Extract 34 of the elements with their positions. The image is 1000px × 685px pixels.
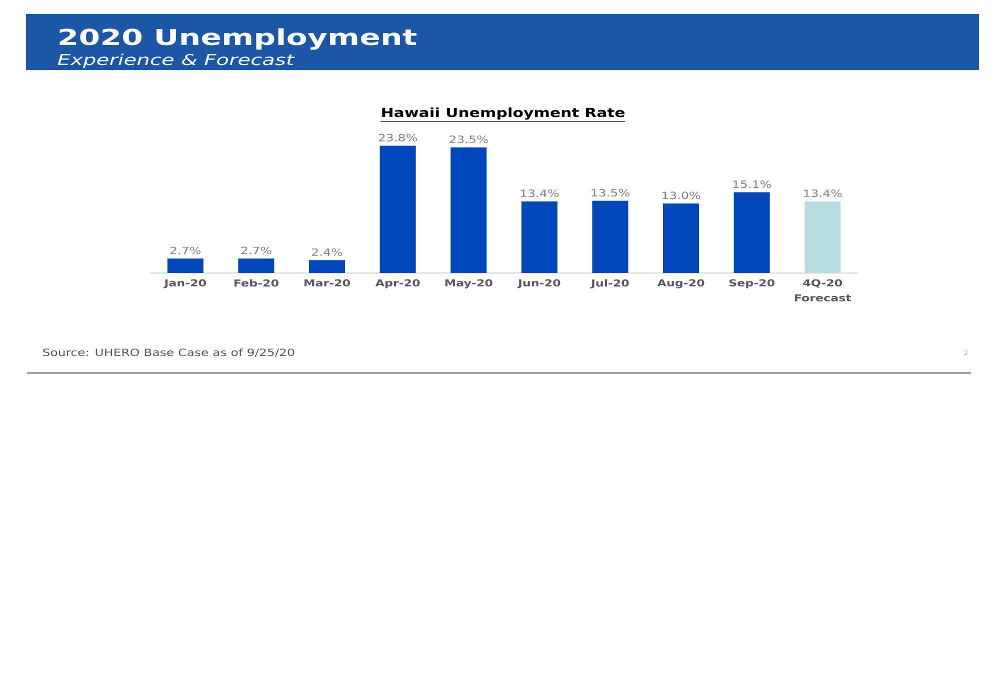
- x-tick-label: Jul-20: [590, 279, 629, 288]
- x-tick-label: Apr-20: [375, 279, 420, 288]
- bar: [734, 192, 770, 273]
- x-tick-label: Jun-20: [517, 279, 560, 288]
- x-tick-label: Aug-20: [657, 279, 704, 288]
- data-label: 15.1%: [733, 180, 771, 188]
- bar: [309, 260, 346, 273]
- data-label: 13.5%: [592, 188, 630, 197]
- source-note: Source: UHERO Base Case as of 9/25/20: [43, 348, 294, 357]
- x-tick-label: Jan-20: [164, 279, 206, 288]
- data-label: 13.4%: [804, 190, 842, 198]
- bar: [380, 146, 416, 273]
- x-tick-label: May-20: [445, 279, 492, 288]
- data-label: 2.7%: [241, 246, 272, 254]
- data-label: 2.4%: [312, 248, 342, 256]
- data-label: 13.4%: [520, 190, 559, 198]
- bar: [592, 200, 628, 273]
- data-label: 23.8%: [378, 134, 417, 142]
- bar: [663, 203, 700, 273]
- x-tick-label: Sep-20: [729, 279, 775, 288]
- data-label: 2.7%: [170, 246, 201, 254]
- chart-subtitle: Experience & Forecast: [58, 54, 295, 68]
- bar: [521, 201, 558, 273]
- data-label: 13.0%: [662, 192, 700, 200]
- chart-title: 2020 Unemployment: [60, 28, 416, 50]
- bar: [238, 258, 274, 273]
- x-tick-label: Mar-20: [304, 279, 350, 286]
- text: Hawaii Unemployment Rate: [382, 107, 624, 120]
- bar: [804, 201, 841, 273]
- x-tick-label: 4Q-20 Forecast: [794, 279, 852, 302]
- data-label: 23.5%: [450, 135, 488, 144]
- bar: [167, 258, 204, 273]
- bar: [450, 147, 487, 273]
- x-tick-label: Feb-20: [234, 279, 278, 287]
